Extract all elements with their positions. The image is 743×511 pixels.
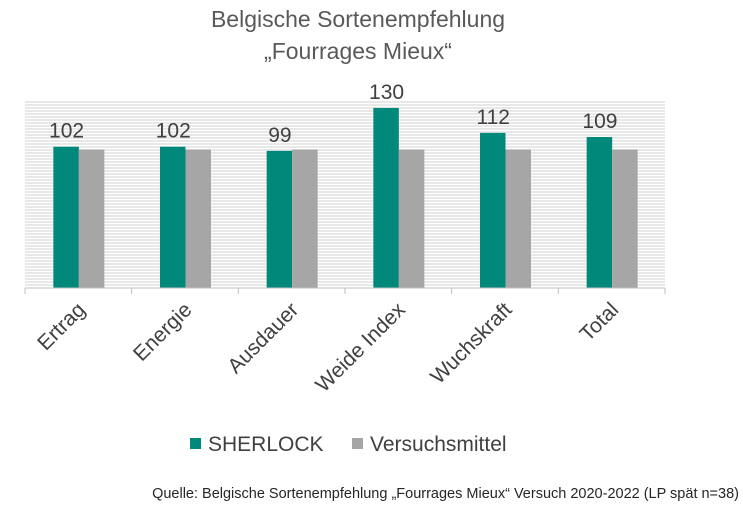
x-axis-ticks [24, 288, 666, 294]
bar-versuchsmittel-energie [185, 149, 211, 288]
legend-swatch-versuchsmittel [352, 438, 363, 449]
gridlines [25, 101, 665, 286]
bar-sherlock-total [586, 137, 613, 288]
bar-sherlock-ertrag [53, 146, 79, 288]
bar-sherlock-wuchskraft [480, 132, 506, 288]
bars [53, 107, 638, 288]
chart-title-line-1: Belgische Sortenempfehlung [211, 6, 505, 32]
legend-label-versuchsmittel: Versuchsmittel [370, 433, 507, 456]
category-labels: Ertrag Energie Ausdauer Weide Index Wuchskra… [33, 298, 623, 397]
category-label-total: Total [576, 298, 624, 346]
bar-versuchsmittel-ausdauer [292, 149, 318, 288]
bar-sherlock-ausdauer [266, 150, 293, 288]
source-note: Quelle: Belgische Sortenempfehlung „Four… [152, 486, 739, 502]
data-label-weide-index: 130 [369, 81, 404, 104]
bar-sherlock-energie [160, 146, 186, 288]
legend-swatch-sherlock [190, 438, 201, 449]
data-label-wuchskraft: 112 [477, 106, 510, 129]
data-label-ertrag: 102 [49, 120, 84, 143]
chart-title-line-2: „Fourrages Mieux“ [264, 38, 452, 64]
category-label-weide-index: Weide Index [311, 298, 410, 397]
legend-label-sherlock: SHERLOCK [208, 433, 324, 456]
category-label-ertrag: Ertrag [33, 298, 90, 355]
bar-sherlock-weide-index [373, 107, 399, 288]
category-label-ausdauer: Ausdauer [223, 298, 303, 378]
bar-versuchsmittel-wuchskraft [505, 149, 531, 288]
data-label-ausdauer: 99 [268, 124, 291, 147]
category-label-energie: Energie [129, 298, 196, 365]
data-label-energie: 102 [156, 120, 191, 143]
bar-versuchsmittel-weide-index [398, 149, 425, 288]
data-labels: 102 102 99 130 112 109 [49, 81, 617, 147]
bar-versuchsmittel-total [612, 149, 638, 288]
bar-versuchsmittel-ertrag [78, 149, 105, 288]
data-label-total: 109 [582, 110, 617, 133]
category-label-wuchskraft: Wuchskraft [426, 298, 516, 388]
legend: SHERLOCK Versuchsmittel [190, 433, 507, 456]
